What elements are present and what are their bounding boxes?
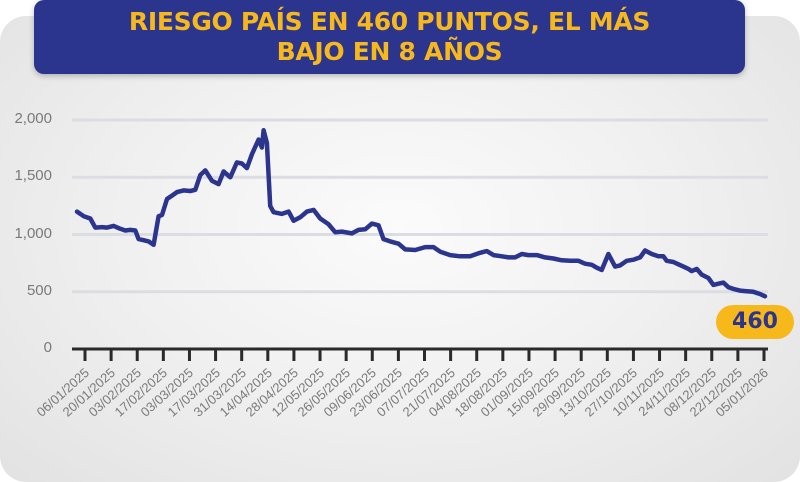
- chart-card: [0, 16, 800, 482]
- y-tick-label: 0: [43, 339, 52, 356]
- title-line-2: BAJO EN 8 AÑOS: [276, 37, 503, 66]
- title-line-1: RIESGO PAÍS EN 460 PUNTOS, EL MÁS: [128, 7, 651, 36]
- gridlines: [72, 118, 768, 294]
- title-banner: RIESGO PAÍS EN 460 PUNTOS, EL MÁS BAJO E…: [34, 0, 745, 74]
- last-value-badge: 460: [716, 305, 794, 339]
- y-tick-label: 500: [26, 281, 52, 299]
- x-axis: [72, 347, 768, 361]
- y-tick-label: 1,000: [14, 224, 52, 242]
- y-tick-label: 2,000: [14, 110, 52, 127]
- riesgo-pais-line: [74, 128, 768, 299]
- y-tick-label: 1,500: [14, 167, 52, 185]
